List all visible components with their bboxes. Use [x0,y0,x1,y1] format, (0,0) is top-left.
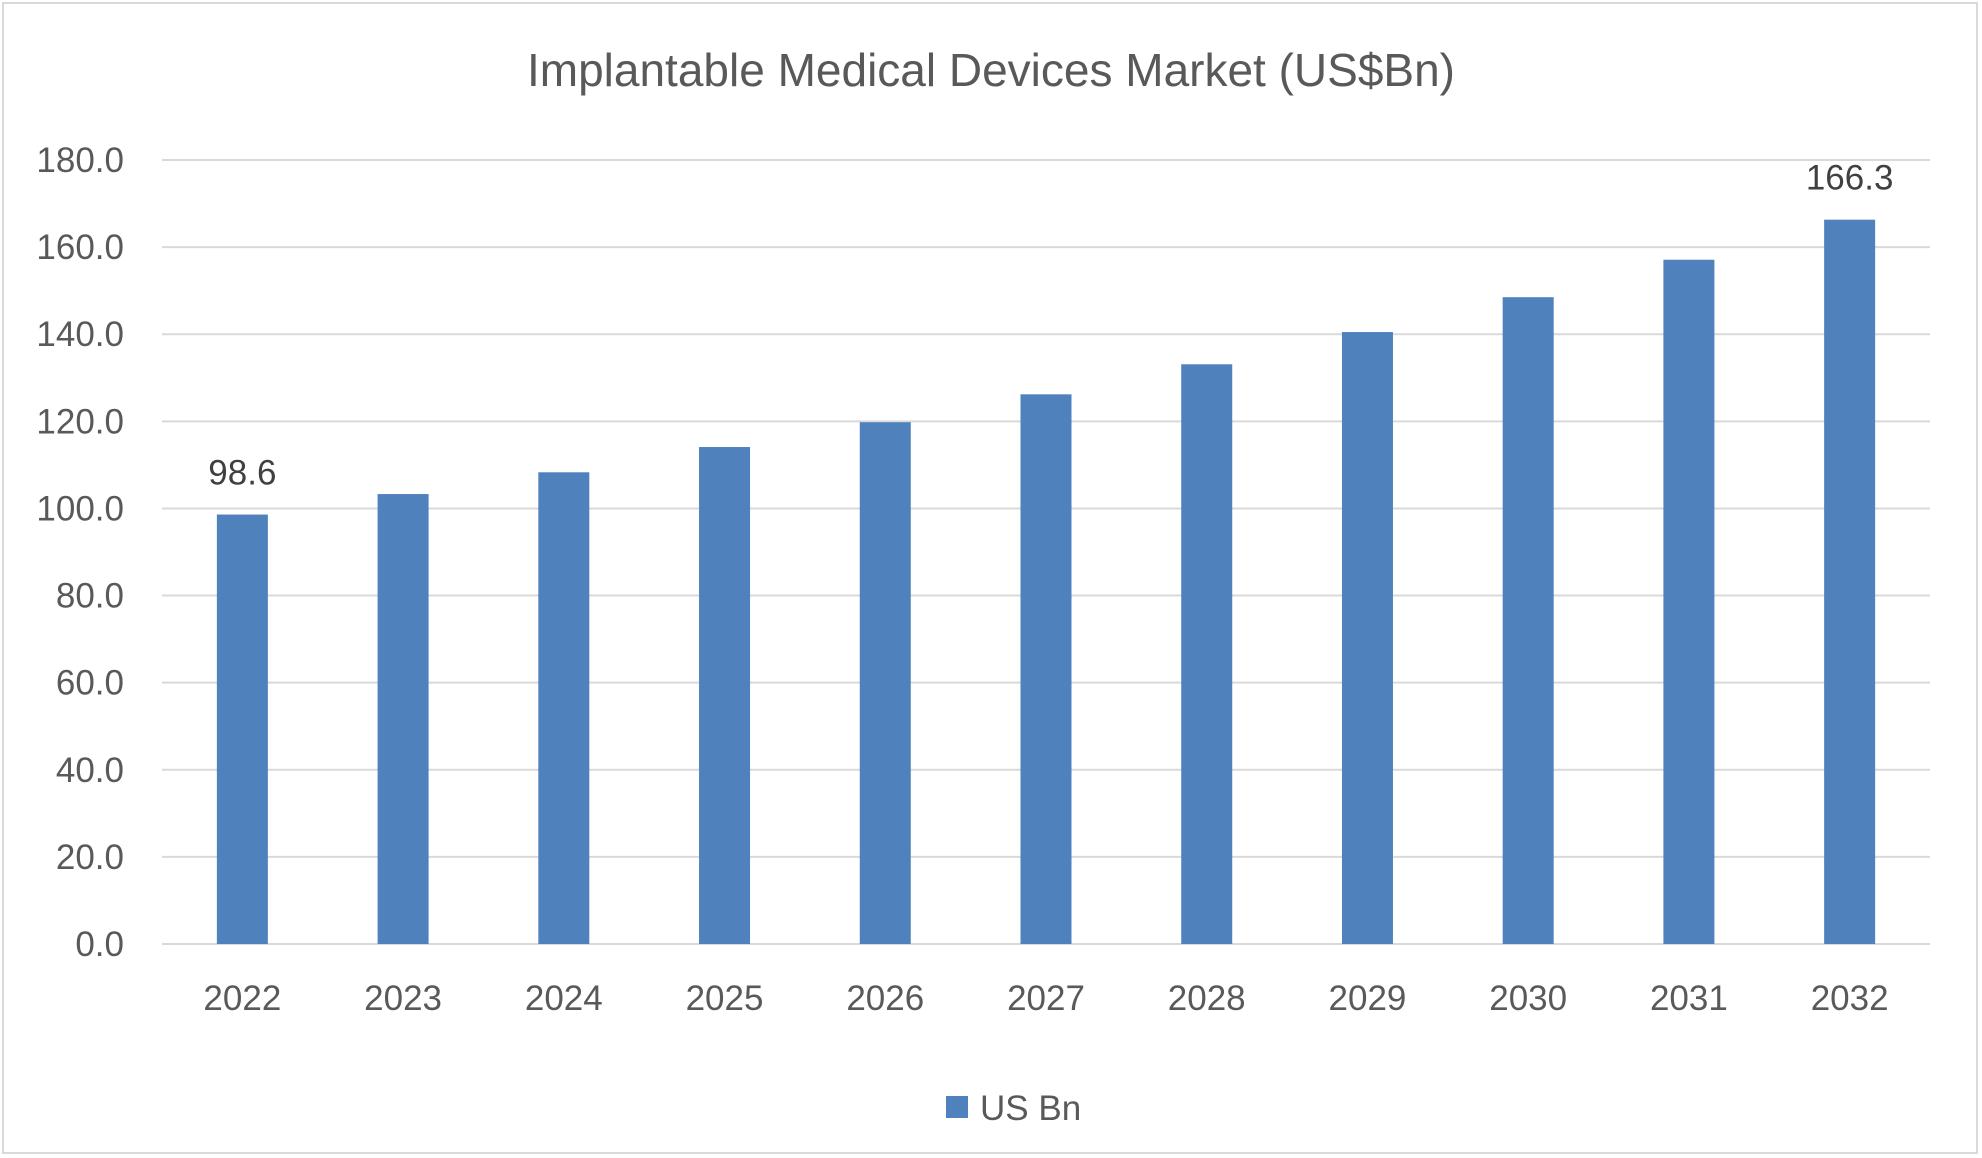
bar [1663,259,1715,945]
bar [1824,219,1876,944]
bar [1020,394,1072,945]
chart-title: Implantable Medical Devices Market (US$B… [527,44,1455,96]
legend: US Bn [946,1089,1081,1128]
bar [1502,297,1554,944]
bar [699,447,751,944]
x-tick-label: 2025 [686,979,764,1018]
data-label: 98.6 [208,454,276,493]
bar [1181,364,1233,945]
y-tick-label: 0.0 [75,925,124,964]
bar [377,494,429,944]
gridlines [162,159,1930,945]
x-tick-label: 2030 [1489,979,1567,1018]
y-axis-ticks: 0.0 20.0 40.0 60.0 80.0 100.0 120.0 140.0 160.0 1… [36,141,124,964]
x-tick-label: 2029 [1329,979,1407,1018]
data-label: 166.3 [1806,159,1894,198]
x-tick-label: 2023 [364,979,442,1018]
y-tick-label: 80.0 [56,577,124,616]
bar [859,422,911,944]
x-tick-label: 2028 [1168,979,1246,1018]
bar [1341,332,1393,944]
x-tick-label: 2022 [203,979,281,1018]
x-tick-label: 2032 [1811,979,1889,1018]
legend-label: US Bn [980,1089,1081,1128]
x-tick-label: 2031 [1650,979,1728,1018]
x-tick-label: 2026 [846,979,924,1018]
y-tick-label: 120.0 [36,402,124,441]
bars [216,219,1876,945]
data-labels: 98.6 166.3 [208,159,1893,493]
x-tick-label: 2027 [1007,979,1085,1018]
x-axis-ticks: 2022 2023 2024 2025 2026 2027 2028 2029 2030 2031… [203,979,1888,1018]
y-tick-label: 180.0 [36,141,124,180]
y-tick-label: 20.0 [56,838,124,877]
y-tick-label: 60.0 [56,664,124,703]
legend-swatch [946,1096,968,1118]
bar [216,514,268,944]
y-tick-label: 40.0 [56,751,124,790]
bar [538,472,590,944]
y-tick-label: 140.0 [36,315,124,354]
x-tick-label: 2024 [525,979,603,1018]
y-tick-label: 100.0 [36,489,124,528]
y-tick-label: 160.0 [36,228,124,267]
